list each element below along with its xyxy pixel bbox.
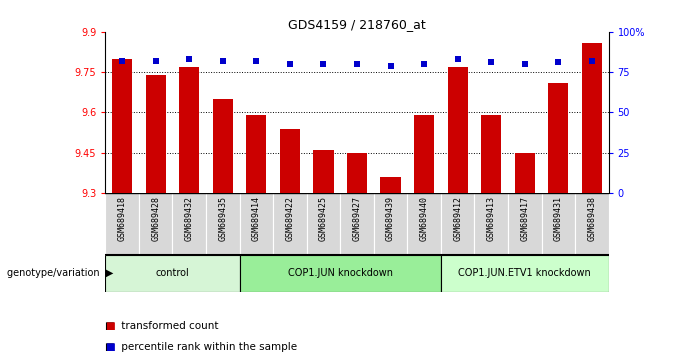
Text: GSM689439: GSM689439 xyxy=(386,196,395,241)
Bar xyxy=(280,129,300,193)
Bar xyxy=(139,193,173,255)
Bar xyxy=(105,255,239,292)
Bar xyxy=(146,75,166,193)
Text: COP1.JUN.ETV1 knockdown: COP1.JUN.ETV1 knockdown xyxy=(458,268,591,279)
Bar xyxy=(582,42,602,193)
Text: GSM689438: GSM689438 xyxy=(588,196,596,241)
Bar xyxy=(313,150,333,193)
Bar xyxy=(239,193,273,255)
Text: ■: ■ xyxy=(105,321,115,331)
Bar xyxy=(173,193,206,255)
Text: GSM689414: GSM689414 xyxy=(252,196,261,241)
Text: GSM689435: GSM689435 xyxy=(218,196,227,241)
Bar xyxy=(447,67,468,193)
Text: GSM689440: GSM689440 xyxy=(420,196,428,241)
Text: GSM689422: GSM689422 xyxy=(286,196,294,241)
Text: GSM689418: GSM689418 xyxy=(118,196,126,241)
Bar xyxy=(374,193,407,255)
Bar xyxy=(307,193,340,255)
Bar xyxy=(347,153,367,193)
Text: control: control xyxy=(156,268,189,279)
Bar xyxy=(206,193,239,255)
Text: GSM689425: GSM689425 xyxy=(319,196,328,241)
Bar xyxy=(381,177,401,193)
Bar xyxy=(246,115,267,193)
Bar xyxy=(112,59,132,193)
Text: genotype/variation  ▶: genotype/variation ▶ xyxy=(7,268,113,279)
Text: GSM689428: GSM689428 xyxy=(151,196,160,241)
Text: GSM689427: GSM689427 xyxy=(352,196,362,241)
Text: GSM689432: GSM689432 xyxy=(185,196,194,241)
Bar xyxy=(541,193,575,255)
Bar xyxy=(273,193,307,255)
Text: GSM689431: GSM689431 xyxy=(554,196,563,241)
Bar xyxy=(414,115,434,193)
Text: ■: ■ xyxy=(105,342,115,352)
Bar xyxy=(508,193,541,255)
Bar xyxy=(441,193,475,255)
Bar xyxy=(105,193,139,255)
Bar xyxy=(481,115,501,193)
Bar xyxy=(340,193,374,255)
Title: GDS4159 / 218760_at: GDS4159 / 218760_at xyxy=(288,18,426,31)
Text: ■  percentile rank within the sample: ■ percentile rank within the sample xyxy=(105,342,298,352)
Bar xyxy=(475,193,508,255)
Bar xyxy=(180,67,199,193)
Bar xyxy=(515,153,534,193)
Text: ■  transformed count: ■ transformed count xyxy=(105,321,219,331)
Bar xyxy=(407,193,441,255)
Text: COP1.JUN knockdown: COP1.JUN knockdown xyxy=(288,268,393,279)
Text: GSM689413: GSM689413 xyxy=(487,196,496,241)
Bar xyxy=(575,193,609,255)
Bar xyxy=(548,83,568,193)
Bar xyxy=(213,99,233,193)
Bar xyxy=(441,255,609,292)
Text: GSM689417: GSM689417 xyxy=(520,196,529,241)
Text: GSM689412: GSM689412 xyxy=(453,196,462,241)
Bar xyxy=(239,255,441,292)
